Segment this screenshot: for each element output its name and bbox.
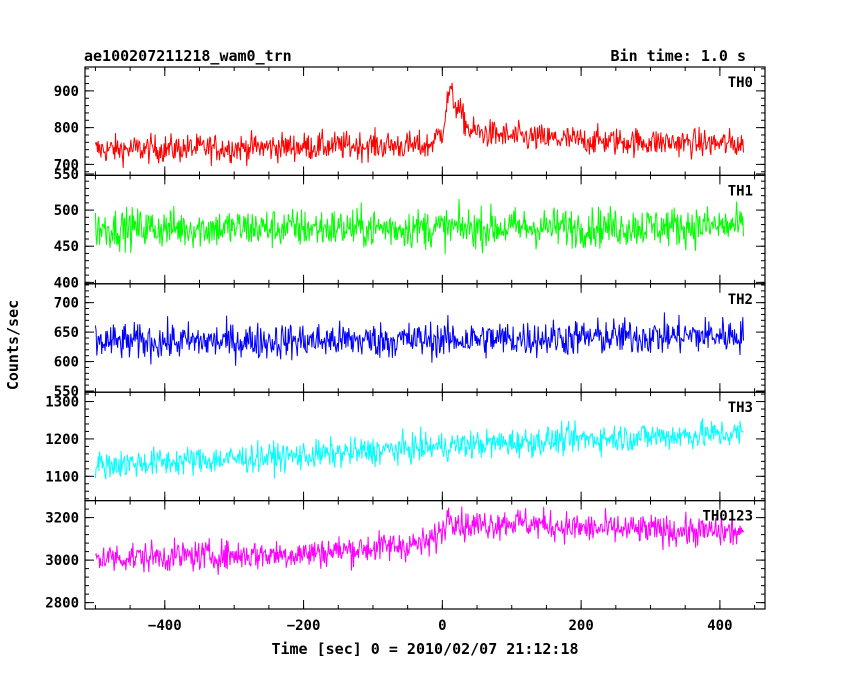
chart-title-left: ae100207211218_wam0_trn <box>84 47 292 65</box>
panel-label-th0: TH0 <box>728 75 753 91</box>
panel-label-th3: TH3 <box>728 400 753 416</box>
series-line-th0123 <box>94 506 744 575</box>
panel-label-th2: TH2 <box>728 292 753 308</box>
panel-label-th0123: TH0123 <box>702 509 753 525</box>
y-tick-label: 550 <box>54 384 79 400</box>
panel-label-th1: TH1 <box>728 183 753 199</box>
x-axis-label: Time [sec] 0 = 2010/02/07 21:12:18 <box>271 640 578 658</box>
x-tick-label: 400 <box>707 618 732 634</box>
y-axis-label: Counts/sec <box>4 300 22 390</box>
y-tick-label: 800 <box>54 121 79 137</box>
series-line-th3 <box>94 417 744 480</box>
panel-frame-th0 <box>84 66 766 177</box>
y-tick-label: 1100 <box>45 469 79 485</box>
y-tick-label: 1200 <box>45 432 79 448</box>
y-tick-label: 500 <box>54 203 79 219</box>
series-line-th0 <box>94 82 744 168</box>
y-tick-label: 650 <box>54 325 79 341</box>
series-line-th1 <box>94 198 744 255</box>
y-tick-label: 900 <box>54 84 79 100</box>
y-tick-label: 700 <box>54 157 79 173</box>
panel-frame-th0123 <box>84 500 766 610</box>
x-tick-label: −200 <box>287 618 321 634</box>
x-tick-label: 200 <box>568 618 593 634</box>
chart-title-right: Bin time: 1.0 s <box>611 47 746 65</box>
series-line-th2 <box>94 312 744 366</box>
y-tick-label: 3000 <box>45 553 79 569</box>
panels-group: 700 800 900 TH0 400 450 500 550 TH1 550 600 650 700 T… <box>45 66 766 634</box>
y-tick-label: 450 <box>54 239 79 255</box>
y-tick-label: 2800 <box>45 596 79 612</box>
y-tick-label: 550 <box>54 167 79 183</box>
y-tick-label: 600 <box>54 355 79 371</box>
y-tick-label: 3200 <box>45 511 79 527</box>
x-tick-label: −400 <box>148 618 182 634</box>
y-tick-label: 400 <box>54 275 79 291</box>
x-tick-label: 0 <box>438 618 446 634</box>
y-tick-label: 700 <box>54 296 79 312</box>
y-tick-label: 1300 <box>45 395 79 411</box>
